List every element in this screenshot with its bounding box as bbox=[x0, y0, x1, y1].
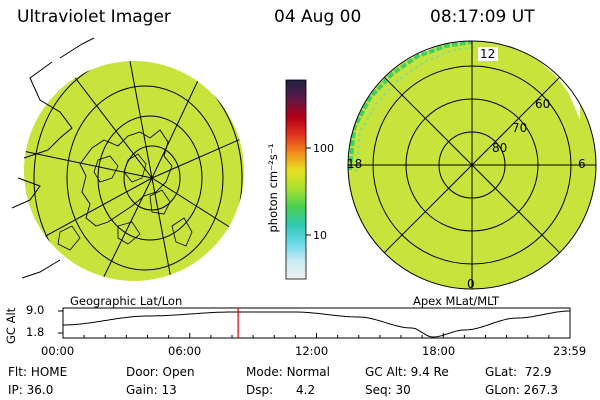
status-dsp: Dsp: 4.2 bbox=[246, 383, 316, 397]
geographic-map bbox=[11, 37, 244, 281]
apex-panel-label: Apex MLat/MLT bbox=[413, 294, 500, 308]
coastline-outside bbox=[21, 259, 61, 279]
polar-map: 12 18 6 0 60 70 80 bbox=[347, 40, 597, 291]
geographic-panel-label: Geographic Lat/Lon bbox=[70, 294, 183, 308]
altitude-xtick: 00:00 bbox=[41, 344, 75, 358]
meridian-line bbox=[24, 149, 153, 179]
colorbar-tick-label: 10 bbox=[313, 229, 327, 242]
coastline-outside bbox=[11, 177, 41, 209]
mlt-label-bg bbox=[478, 47, 498, 61]
mlat-label-80: 80 bbox=[492, 141, 507, 155]
status-gain: Gain: 13 bbox=[126, 383, 177, 397]
status-glat: GLat: 72.9 bbox=[485, 365, 552, 379]
geographic-disk bbox=[24, 61, 244, 281]
status-door: Door: Open bbox=[126, 365, 195, 379]
altitude-ytick: 9.0 bbox=[26, 303, 45, 317]
meridian-line bbox=[59, 61, 153, 179]
mlat-label-70: 70 bbox=[512, 121, 527, 135]
coastline bbox=[171, 217, 193, 247]
mlt-meridian bbox=[383, 76, 561, 254]
coastline bbox=[117, 221, 141, 245]
latitude-circle bbox=[66, 85, 224, 271]
coastline bbox=[149, 189, 171, 215]
colorbar-ramp bbox=[285, 79, 307, 280]
coastline bbox=[57, 225, 81, 251]
altitude-xtick: 18:00 bbox=[422, 344, 456, 358]
colorbar: 100 10 photon cm⁻²s⁻¹ bbox=[266, 79, 334, 280]
meridian-line bbox=[151, 134, 244, 179]
edge-emission-band bbox=[355, 46, 475, 173]
status-gc-alt: GC Alt: 9.4 Re bbox=[365, 365, 449, 379]
altitude-plot bbox=[58, 307, 571, 339]
date-label: 04 Aug 00 bbox=[274, 7, 362, 27]
coastline bbox=[93, 155, 119, 183]
coastline bbox=[123, 153, 147, 183]
coastline-outside bbox=[23, 61, 73, 159]
altitude-xtick: 12:00 bbox=[295, 344, 329, 358]
mlat-label-60: 60 bbox=[535, 97, 550, 111]
instrument-title: Ultraviolet Imager bbox=[17, 7, 171, 27]
altitude-xtick: 06:00 bbox=[168, 344, 202, 358]
mlt-label-6: 6 bbox=[578, 157, 586, 171]
altitude-ylabel: GC Alt bbox=[4, 307, 18, 344]
altitude-curve bbox=[63, 310, 570, 338]
altitude-xtick: 23:59 bbox=[553, 344, 587, 358]
meridian-outside bbox=[59, 37, 95, 59]
status-flt: Flt: HOME bbox=[8, 365, 68, 379]
time-label: 08:17:09 UT bbox=[430, 7, 535, 27]
mlt-label-12: 12 bbox=[480, 47, 495, 61]
mlt-label-18: 18 bbox=[347, 157, 362, 171]
mlt-label-0: 0 bbox=[467, 277, 475, 291]
meridian-line bbox=[125, 61, 153, 179]
colorbar-tick-label: 100 bbox=[313, 142, 334, 155]
status-ip: IP: 36.0 bbox=[8, 383, 54, 397]
altitude-ytick: 1.8 bbox=[26, 325, 45, 339]
status-glon: GLon: 267.3 bbox=[485, 383, 558, 397]
coastline bbox=[79, 129, 173, 227]
latitude-circle bbox=[33, 61, 243, 281]
status-seq: Seq: 30 bbox=[365, 383, 411, 397]
status-mode: Mode: Normal bbox=[246, 365, 330, 379]
colorbar-unit-label: photon cm⁻²s⁻¹ bbox=[266, 144, 280, 233]
